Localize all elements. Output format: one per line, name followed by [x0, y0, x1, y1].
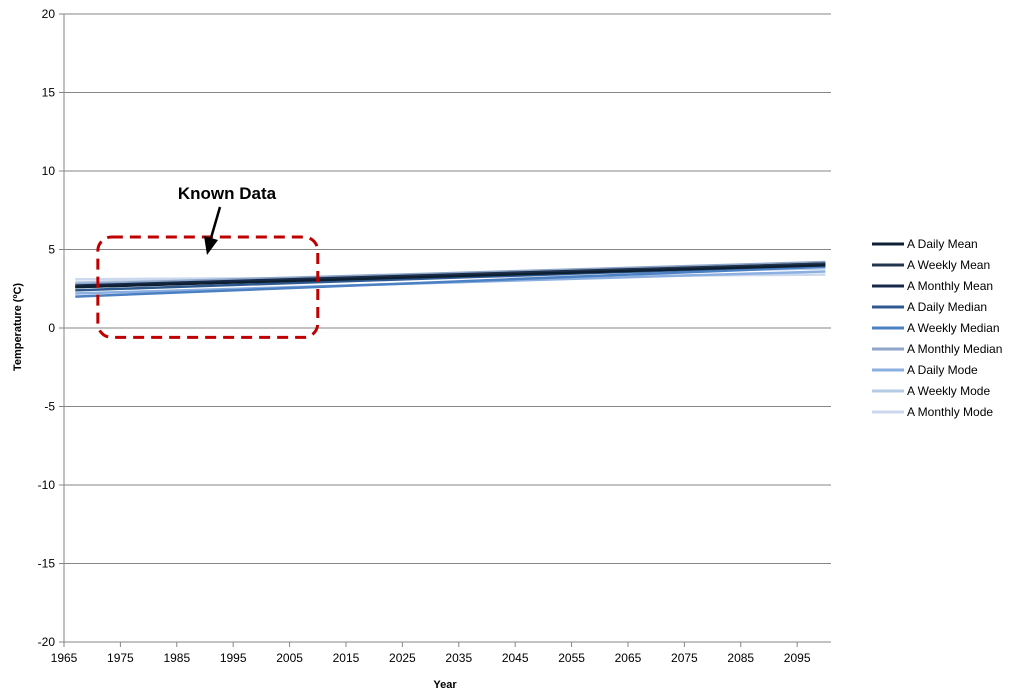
known-data-annotation: Known Data	[96, 184, 320, 339]
x-tick-label: 2055	[558, 651, 585, 665]
known-data-label: Known Data	[178, 184, 277, 203]
x-tick-label: 1985	[163, 651, 190, 665]
series-line	[75, 260, 826, 286]
x-tick-label: 2035	[445, 651, 472, 665]
y-tick-label: -5	[44, 400, 55, 414]
legend-label: A Daily Median	[907, 300, 987, 314]
x-tick-labels: 1965 1975 1985 1995 2005 2015 2025 2035 2045 2055…	[51, 642, 811, 665]
y-tick-label: -20	[38, 635, 56, 649]
legend-label: A Daily Mean	[907, 237, 978, 251]
x-tick-label: 2015	[333, 651, 360, 665]
y-tick-label: -10	[38, 478, 56, 492]
x-tick-label: 1965	[51, 651, 78, 665]
y-tick-labels: -20 -15 -10 -5 0 5 10 15 20	[38, 7, 64, 649]
x-tick-label: 2085	[727, 651, 754, 665]
legend: A Daily Mean A Weekly Mean A Monthly Mean A…	[872, 237, 1002, 419]
x-tick-label: 2005	[276, 651, 303, 665]
x-tick-label: 2095	[784, 651, 811, 665]
x-tick-label: 2045	[502, 651, 529, 665]
x-tick-label: 1995	[220, 651, 247, 665]
x-axis-title: Year	[433, 679, 457, 691]
y-tick-label: 10	[42, 164, 56, 178]
y-tick-label: -15	[38, 557, 56, 571]
legend-label: A Monthly Mode	[907, 405, 993, 419]
series-line	[75, 263, 826, 289]
series-line	[75, 265, 826, 298]
legend-label: A Monthly Mean	[907, 279, 993, 293]
y-axis-title: Temperature (ºC)	[12, 283, 24, 371]
legend-label: A Weekly Mode	[907, 384, 990, 398]
y-tick-label: 5	[48, 243, 55, 257]
y-tick-label: 0	[48, 321, 55, 335]
known-data-arrow-head-icon	[204, 236, 218, 255]
legend-label: A Weekly Mean	[907, 258, 990, 272]
legend-label: A Monthly Median	[907, 342, 1002, 356]
series-lines	[75, 260, 826, 298]
known-data-box	[96, 235, 320, 339]
x-tick-label: 2065	[615, 651, 642, 665]
x-tick-label: 2025	[389, 651, 416, 665]
x-tick-label: 1975	[107, 651, 134, 665]
legend-label: A Weekly Median	[907, 321, 1000, 335]
legend-label: A Daily Mode	[907, 363, 978, 377]
gridlines	[64, 13, 831, 564]
y-tick-label: 15	[42, 86, 56, 100]
y-tick-label: 20	[42, 7, 56, 21]
x-tick-label: 2075	[671, 651, 698, 665]
known-data-arrow-shaft	[209, 206, 222, 239]
